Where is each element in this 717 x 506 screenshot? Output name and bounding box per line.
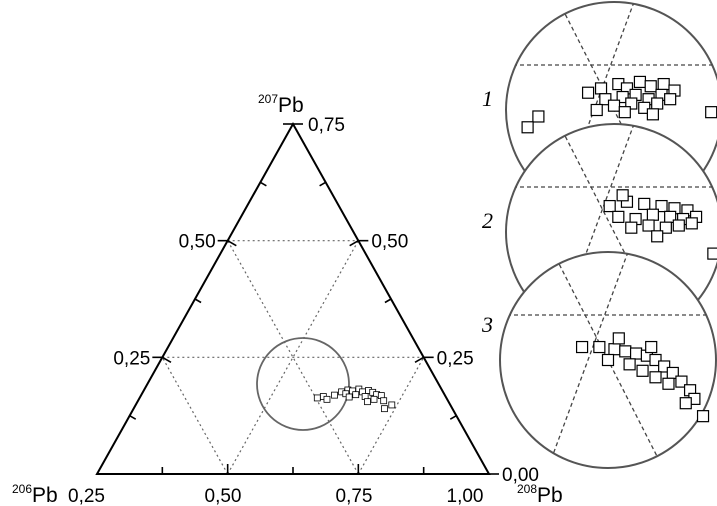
inset-data-point bbox=[575, 340, 589, 354]
tick-right bbox=[349, 239, 359, 247]
right-tick-label: 0,00 bbox=[502, 465, 539, 486]
zoom-insets: 1 2 3 bbox=[481, 1, 717, 469]
inset-data-point bbox=[601, 353, 615, 367]
inset-data-point bbox=[685, 217, 698, 230]
tick-right bbox=[384, 298, 392, 304]
inset-data-point bbox=[642, 219, 655, 232]
inset-data-point bbox=[594, 82, 608, 95]
inset-data-point bbox=[590, 103, 603, 117]
inset-data-point bbox=[629, 347, 643, 360]
data-point bbox=[364, 398, 371, 406]
data-point bbox=[370, 395, 378, 403]
tick-right bbox=[414, 356, 425, 364]
inset-grid-falling bbox=[558, 124, 670, 340]
inset-data-point bbox=[625, 221, 638, 234]
inset-data-point bbox=[607, 99, 621, 112]
data-point bbox=[345, 393, 353, 401]
tick-left bbox=[259, 181, 267, 187]
inset-data-point bbox=[618, 106, 631, 119]
ternary-triangle bbox=[95, 121, 491, 475]
bottom-tick-label: 0,75 bbox=[336, 486, 373, 506]
inset-data-point bbox=[664, 93, 677, 106]
inset-data-point bbox=[675, 375, 688, 388]
left-tick-label: 0,25 bbox=[113, 348, 150, 369]
left-tick-label: 0,50 bbox=[179, 232, 216, 253]
zoom-circle bbox=[256, 337, 350, 431]
triangle-outline bbox=[95, 121, 491, 475]
inset-data-point bbox=[651, 97, 664, 110]
inset-3 bbox=[499, 251, 717, 469]
bottom-tick-label: 0,50 bbox=[205, 486, 242, 506]
inset-data-point bbox=[638, 101, 651, 114]
inset-data-point bbox=[638, 197, 651, 211]
tick-right bbox=[449, 414, 457, 420]
inset-data-point bbox=[658, 360, 671, 373]
tick-left bbox=[194, 298, 202, 304]
inset-data-point bbox=[679, 397, 692, 410]
top-tick-label: 0,75 bbox=[308, 115, 345, 136]
data-point bbox=[381, 405, 388, 413]
axis-tick-labels: 0,25 0,50 0,75 1,00 0,25 0,50 0,00 0,25 0,50 0,75 bbox=[68, 115, 539, 506]
inset-data-point bbox=[705, 106, 717, 119]
data-point bbox=[380, 397, 388, 405]
inset-label-2: 2 bbox=[482, 208, 493, 233]
inset-data-point bbox=[649, 371, 662, 384]
inset-data-point bbox=[608, 343, 621, 356]
inset-data-point bbox=[532, 110, 545, 123]
data-point bbox=[331, 391, 338, 399]
data-point bbox=[323, 395, 331, 403]
tick-left bbox=[161, 356, 172, 364]
inset-data-point bbox=[672, 219, 685, 232]
inset-data-point bbox=[633, 75, 647, 89]
inset-data-point bbox=[612, 332, 625, 345]
inset-data-point bbox=[603, 199, 616, 213]
grid-line-falling-1 bbox=[161, 357, 229, 475]
inset-data-point bbox=[659, 221, 672, 234]
data-point bbox=[388, 401, 396, 409]
right-tick-label: 0,25 bbox=[437, 348, 474, 369]
axis-ticks bbox=[129, 123, 499, 475]
inset-label-1: 1 bbox=[482, 86, 493, 111]
vertex-labels: 207Pb 206Pb 208Pb bbox=[12, 92, 563, 506]
inset-data-point bbox=[644, 80, 657, 93]
data-point bbox=[313, 394, 321, 402]
inset-grid-rising bbox=[547, 252, 629, 468]
inset-data-point bbox=[707, 247, 717, 260]
inset-data-point bbox=[616, 90, 629, 104]
vertex-label-right: 208Pb bbox=[517, 482, 563, 506]
inset-data-point bbox=[662, 377, 675, 390]
inset-data-point bbox=[521, 121, 534, 134]
tick-left bbox=[227, 239, 237, 247]
bottom-tick-label: 1,00 bbox=[447, 486, 484, 506]
inset-data-point bbox=[646, 108, 659, 121]
inset-data-point bbox=[619, 345, 632, 358]
tick-left bbox=[129, 414, 137, 420]
vertex-label-left: 206Pb bbox=[12, 482, 58, 506]
inset-data-point bbox=[655, 199, 668, 213]
inset-data-point bbox=[625, 97, 638, 110]
inset-data-point bbox=[581, 86, 595, 99]
inset-data-point bbox=[645, 340, 658, 354]
inset-data-point bbox=[612, 210, 625, 223]
inset-data-point bbox=[623, 358, 636, 371]
inset-data-point bbox=[651, 230, 664, 243]
main-data-points bbox=[256, 337, 396, 431]
data-point bbox=[352, 391, 360, 399]
inset-data-point bbox=[593, 340, 606, 354]
inset-data-point bbox=[616, 189, 629, 202]
ternary-grid bbox=[161, 240, 425, 475]
inset-data-point bbox=[599, 93, 612, 106]
tick-right bbox=[319, 181, 327, 187]
grid-line-rising-2 bbox=[357, 357, 425, 475]
inset-label-3: 3 bbox=[481, 312, 493, 337]
right-tick-label: 0,50 bbox=[371, 232, 408, 253]
inset-data-point bbox=[696, 410, 710, 423]
inset-data-point bbox=[646, 208, 659, 221]
inset-data-point bbox=[649, 353, 662, 367]
inset-data-point bbox=[657, 77, 670, 91]
bottom-tick-label: 0,25 bbox=[68, 486, 105, 506]
vertex-label-top: 207Pb bbox=[258, 92, 304, 117]
inset-data-point bbox=[636, 364, 649, 377]
